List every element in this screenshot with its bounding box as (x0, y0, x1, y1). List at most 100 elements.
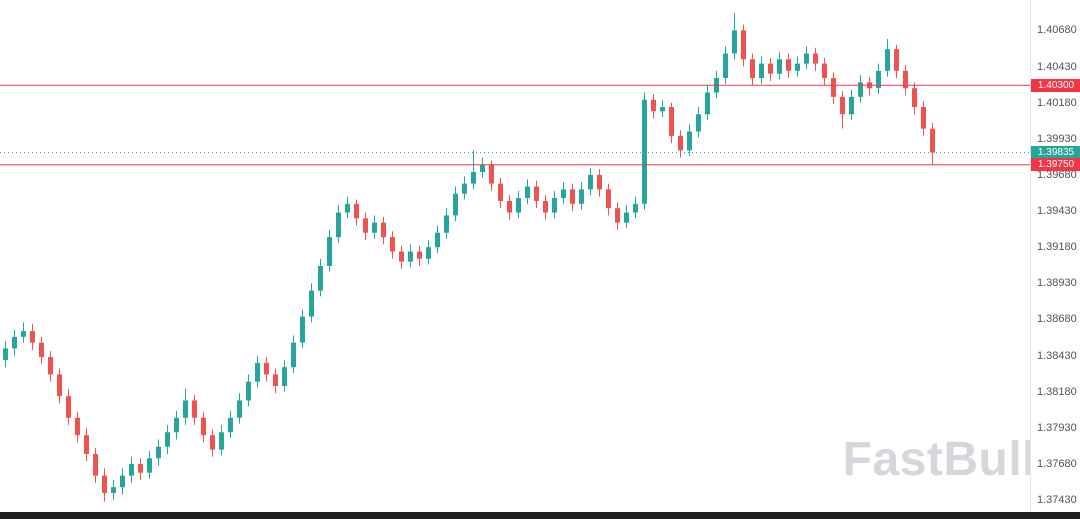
candle-body (381, 222, 386, 238)
candle-body (318, 266, 323, 291)
candle-body (48, 357, 53, 375)
candle-body (858, 82, 863, 97)
candle-body (237, 400, 242, 418)
candle-body (507, 200, 512, 213)
candle-body (732, 30, 737, 54)
candle-body (129, 464, 134, 476)
candle-body (30, 331, 35, 343)
candle-body (489, 164, 494, 184)
candle-body (597, 174, 602, 190)
price-tick-label: 1.39930 (1037, 132, 1077, 145)
candle-body (66, 396, 71, 418)
candle-body (588, 174, 593, 190)
price-tick-label: 1.39430 (1037, 205, 1077, 218)
candle-body (12, 336, 17, 349)
candle-body (174, 417, 179, 433)
candle-body (291, 342, 296, 368)
candle-body (228, 417, 233, 433)
price-tick-label: 1.37930 (1037, 421, 1077, 434)
candle-body (390, 237, 395, 252)
price-tick-label: 1.38930 (1037, 277, 1077, 290)
candle-body (57, 374, 62, 397)
candle-body (183, 400, 188, 418)
candle-body (336, 212, 341, 238)
candle-body (84, 435, 89, 454)
fastbull-watermark: FastBull (842, 433, 1036, 486)
candle-body (255, 362, 260, 382)
candle-body (885, 49, 890, 71)
candle-body (363, 218, 368, 233)
candle-body (642, 99, 647, 204)
candle-body (282, 367, 287, 386)
candle-body (462, 183, 467, 194)
candle-body (930, 128, 935, 153)
candle-body (372, 222, 377, 233)
price-tick-label: 1.39680 (1037, 168, 1077, 181)
candle-body (804, 53, 809, 64)
candle-body (264, 362, 269, 375)
candle-body (579, 189, 584, 204)
candle-body (156, 446, 161, 459)
candle-body (192, 400, 197, 418)
candle-body (471, 172, 476, 184)
candle-body (75, 417, 80, 436)
candle-body (417, 251, 422, 259)
candle-body (273, 374, 278, 386)
candle-body (327, 237, 332, 267)
candle-body (21, 331, 26, 337)
candle-body (813, 53, 818, 64)
resistance-price-badge: 1.40300 (1031, 78, 1080, 92)
price-tick-label: 1.39180 (1037, 241, 1077, 254)
candle-body (39, 342, 44, 358)
price-tick-label: 1.38680 (1037, 313, 1077, 326)
price-axis[interactable]: 1.40300 1.39835 1.39750 1.40680 1.40430 1.… (1030, 0, 1080, 519)
candle-body (399, 251, 404, 262)
candle-body (615, 208, 620, 223)
candle-body (93, 453, 98, 476)
candle-body (534, 186, 539, 201)
candle-body (345, 203, 350, 213)
candle-body (453, 193, 458, 216)
candle-body (750, 59, 755, 79)
candle-body (111, 487, 116, 493)
candle-body (903, 70, 908, 89)
candle-body (831, 78, 836, 97)
candle-body (921, 106, 926, 129)
candle-body (435, 232, 440, 248)
candle-body (147, 458, 152, 473)
candle-body (849, 96, 854, 115)
candle-body (309, 290, 314, 317)
candle-body (723, 53, 728, 79)
candle-body (300, 316, 305, 343)
candle-body (840, 96, 845, 115)
candle-body (543, 200, 548, 213)
candle-body (525, 186, 530, 199)
candle-body (777, 59, 782, 74)
candle-body (408, 251, 413, 262)
candle-body (426, 247, 431, 259)
candle-body (570, 189, 575, 204)
candle-body (102, 475, 107, 493)
candle-body (822, 63, 827, 79)
price-tick-label: 1.38180 (1037, 385, 1077, 398)
candle-body (561, 189, 566, 199)
bottom-bar (0, 512, 1080, 519)
candle-body (786, 59, 791, 71)
chart-plot-area[interactable] (0, 0, 1030, 519)
candle-body (516, 198, 521, 213)
candle-body (210, 435, 215, 450)
candle-body (669, 106, 674, 136)
candle-body (120, 475, 125, 488)
candle-body (498, 183, 503, 201)
candle-body (678, 135, 683, 151)
candle-body (759, 63, 764, 79)
support-price-badge: 1.39750 (1031, 158, 1080, 172)
candle-body (687, 131, 692, 151)
candle-body (768, 63, 773, 74)
candle-body (165, 432, 170, 447)
candle-body (795, 63, 800, 71)
candle-body (894, 49, 899, 71)
candle-body (246, 381, 251, 401)
candle-body (876, 70, 881, 89)
